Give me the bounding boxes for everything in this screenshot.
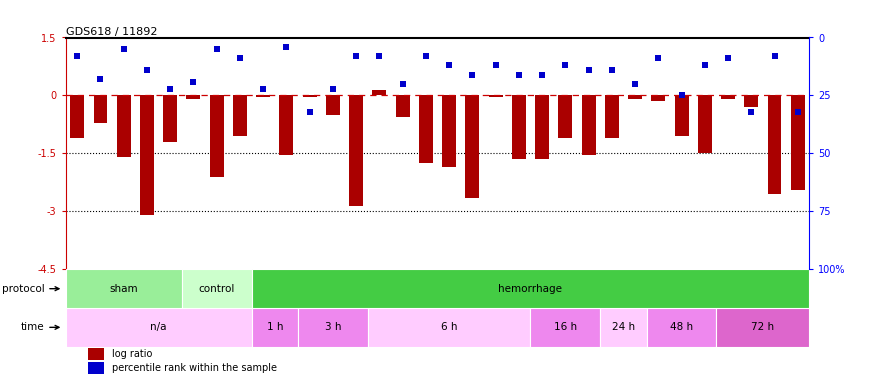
Bar bbox=[442, 96, 456, 167]
Bar bbox=[140, 96, 154, 215]
Bar bbox=[558, 96, 572, 138]
Point bbox=[558, 62, 572, 68]
Point bbox=[488, 62, 502, 68]
Bar bbox=[298, 308, 367, 347]
Bar bbox=[675, 96, 689, 136]
Point bbox=[697, 62, 711, 68]
Bar bbox=[628, 96, 642, 99]
Bar bbox=[116, 96, 130, 157]
Text: 16 h: 16 h bbox=[554, 322, 577, 332]
Bar bbox=[582, 96, 596, 155]
Text: control: control bbox=[199, 284, 234, 294]
Bar bbox=[186, 96, 200, 99]
Bar bbox=[717, 308, 809, 347]
Point bbox=[303, 109, 317, 115]
Text: 72 h: 72 h bbox=[752, 322, 774, 332]
Text: hemorrhage: hemorrhage bbox=[499, 284, 563, 294]
Bar bbox=[396, 96, 410, 117]
Point bbox=[767, 53, 781, 59]
Point bbox=[628, 81, 642, 87]
Bar bbox=[252, 269, 809, 308]
Point bbox=[536, 72, 550, 78]
Text: GDS618 / 11892: GDS618 / 11892 bbox=[66, 27, 158, 37]
Point bbox=[256, 86, 270, 92]
Bar bbox=[791, 96, 805, 190]
Point bbox=[721, 56, 735, 62]
Point bbox=[582, 67, 596, 73]
Text: 24 h: 24 h bbox=[612, 322, 635, 332]
Bar bbox=[512, 96, 526, 159]
Point bbox=[605, 67, 619, 73]
Bar bbox=[88, 362, 104, 374]
Point bbox=[210, 46, 224, 52]
Bar bbox=[70, 96, 84, 138]
Text: protocol: protocol bbox=[2, 284, 45, 294]
Bar bbox=[651, 96, 665, 101]
Text: 6 h: 6 h bbox=[441, 322, 458, 332]
Bar bbox=[66, 308, 252, 347]
Bar bbox=[256, 96, 270, 98]
Point bbox=[745, 109, 759, 115]
Point bbox=[373, 53, 387, 59]
Text: n/a: n/a bbox=[150, 322, 167, 332]
Bar bbox=[233, 96, 247, 136]
Text: percentile rank within the sample: percentile rank within the sample bbox=[112, 363, 276, 373]
Point bbox=[791, 109, 805, 115]
Bar bbox=[721, 96, 735, 99]
Bar bbox=[279, 96, 293, 155]
Text: 1 h: 1 h bbox=[267, 322, 283, 332]
Bar bbox=[164, 96, 177, 142]
Text: sham: sham bbox=[109, 284, 138, 294]
Point bbox=[186, 78, 200, 84]
Point bbox=[651, 56, 665, 62]
Point bbox=[164, 86, 178, 92]
Point bbox=[442, 62, 456, 68]
Text: 3 h: 3 h bbox=[325, 322, 341, 332]
Text: time: time bbox=[21, 322, 45, 332]
Bar bbox=[368, 308, 530, 347]
Point bbox=[675, 93, 689, 99]
Bar bbox=[373, 90, 387, 96]
Point bbox=[279, 44, 293, 50]
Bar bbox=[466, 96, 480, 198]
Bar bbox=[488, 96, 502, 98]
Point bbox=[233, 56, 247, 62]
Bar bbox=[605, 96, 619, 138]
Point bbox=[70, 53, 84, 59]
Point bbox=[396, 81, 410, 87]
Text: 48 h: 48 h bbox=[670, 322, 693, 332]
Bar bbox=[647, 308, 717, 347]
Bar bbox=[303, 96, 317, 98]
Point bbox=[326, 86, 340, 92]
Bar bbox=[94, 96, 108, 123]
Point bbox=[349, 53, 363, 59]
Point bbox=[116, 46, 130, 52]
Point bbox=[512, 72, 526, 78]
Point bbox=[140, 67, 154, 73]
Point bbox=[419, 53, 433, 59]
Point bbox=[94, 76, 108, 82]
Bar bbox=[252, 308, 298, 347]
Bar bbox=[600, 308, 647, 347]
Text: log ratio: log ratio bbox=[112, 349, 152, 359]
Bar bbox=[210, 96, 224, 177]
Bar bbox=[66, 269, 182, 308]
Bar bbox=[326, 96, 340, 115]
Bar bbox=[530, 308, 600, 347]
Bar bbox=[419, 96, 433, 163]
Bar bbox=[88, 348, 104, 360]
Bar bbox=[767, 96, 781, 194]
Bar bbox=[182, 269, 252, 308]
Bar bbox=[536, 96, 550, 159]
Bar bbox=[349, 96, 363, 206]
Bar bbox=[698, 96, 711, 153]
Point bbox=[466, 72, 480, 78]
Bar bbox=[745, 96, 759, 107]
